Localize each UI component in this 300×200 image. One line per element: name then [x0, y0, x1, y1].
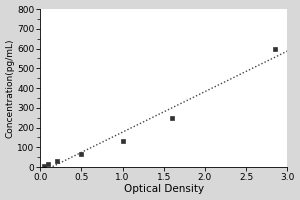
Y-axis label: Concentration(pg/mL): Concentration(pg/mL) [6, 38, 15, 138]
X-axis label: Optical Density: Optical Density [124, 184, 204, 194]
